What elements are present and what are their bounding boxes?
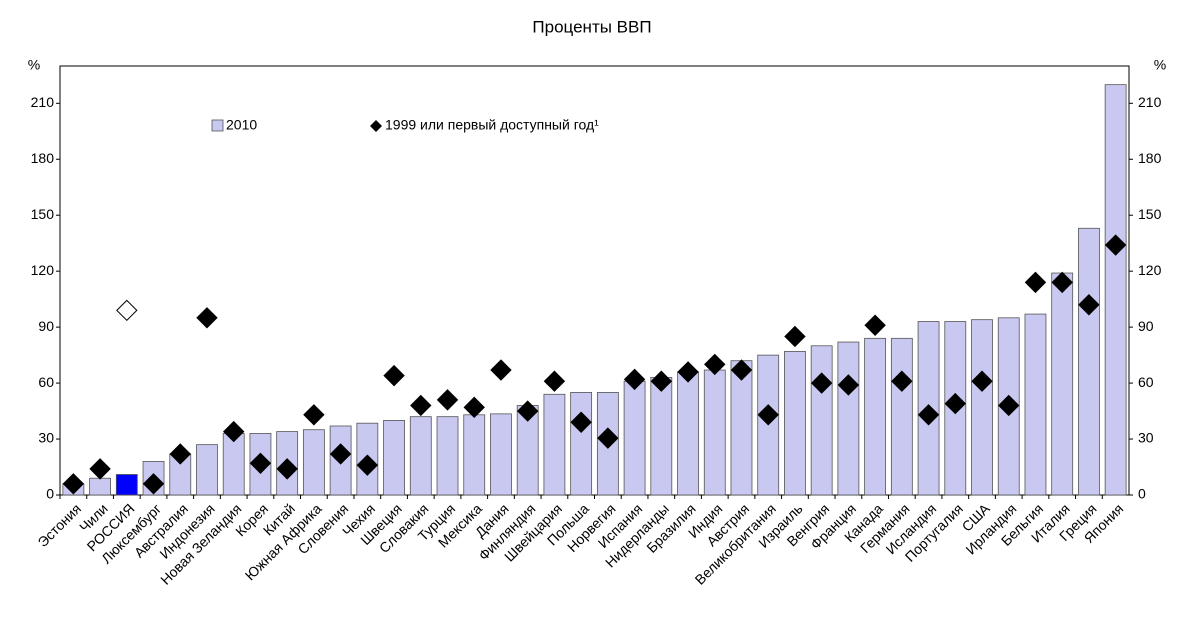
y2-tick-label: 60 bbox=[1138, 374, 1154, 390]
diamond-marker bbox=[891, 370, 913, 392]
diamond-marker bbox=[196, 307, 218, 329]
diamond-marker bbox=[650, 370, 673, 392]
bar bbox=[810, 345, 833, 496]
bar bbox=[543, 393, 566, 496]
bar bbox=[1051, 272, 1074, 496]
diamond-marker bbox=[516, 400, 539, 422]
y-tick-label: 60 bbox=[38, 374, 54, 390]
bar bbox=[436, 416, 459, 496]
bar bbox=[409, 416, 432, 496]
y2-tick-label: 210 bbox=[1138, 94, 1162, 110]
diamond-marker bbox=[410, 394, 432, 417]
y2-tick-label: 90 bbox=[1138, 318, 1154, 334]
diamond-marker bbox=[436, 389, 459, 411]
bar bbox=[1104, 84, 1127, 496]
diamond-marker bbox=[142, 473, 165, 495]
chart-title: Проценты ВВП bbox=[532, 17, 651, 36]
bar bbox=[463, 414, 486, 496]
y-unit-left: % bbox=[28, 57, 40, 73]
y-tick-label: 90 bbox=[38, 318, 54, 334]
bar bbox=[490, 413, 512, 496]
bar bbox=[115, 474, 138, 496]
diamond-marker bbox=[704, 353, 726, 376]
diamond-marker bbox=[1051, 271, 1073, 294]
bar bbox=[222, 433, 245, 496]
legend-swatch bbox=[211, 119, 224, 132]
diamond-marker bbox=[116, 299, 138, 322]
diamond-marker bbox=[276, 458, 298, 480]
diamond-marker bbox=[677, 361, 699, 383]
diamond-marker bbox=[998, 394, 1020, 417]
y2-tick-label: 0 bbox=[1138, 486, 1146, 502]
diamond-marker bbox=[917, 404, 940, 426]
diamond-marker bbox=[597, 427, 619, 449]
bar bbox=[890, 337, 913, 496]
bar bbox=[650, 377, 673, 496]
legend-label: 1999 или первый доступный год¹ bbox=[385, 117, 599, 133]
y2-tick-label: 120 bbox=[1138, 262, 1162, 278]
diamond-marker bbox=[303, 404, 325, 426]
bar bbox=[730, 360, 753, 496]
bar bbox=[383, 419, 405, 496]
bar bbox=[570, 392, 593, 496]
y-tick-label: 120 bbox=[31, 262, 55, 278]
bar bbox=[703, 369, 726, 496]
bar bbox=[196, 444, 218, 496]
diamond-marker bbox=[730, 359, 753, 381]
legend-swatch bbox=[370, 120, 382, 132]
diamond-marker bbox=[249, 452, 272, 474]
diamond-marker bbox=[570, 411, 592, 433]
diamond-marker bbox=[329, 443, 352, 465]
y2-tick-label: 180 bbox=[1138, 150, 1162, 166]
diamond-marker bbox=[864, 314, 886, 336]
y-unit-right: % bbox=[1154, 57, 1166, 73]
bar bbox=[864, 337, 887, 496]
bar bbox=[1024, 313, 1047, 496]
diamond-marker bbox=[971, 370, 993, 392]
diamond-marker bbox=[784, 325, 806, 348]
diamond-marker bbox=[356, 454, 379, 476]
diamond-marker bbox=[757, 404, 779, 426]
bar bbox=[677, 371, 699, 496]
y2-tick-label: 30 bbox=[1138, 430, 1154, 446]
diamond-marker bbox=[623, 368, 646, 391]
diamond-marker bbox=[463, 396, 485, 419]
y2-tick-label: 150 bbox=[1138, 206, 1162, 222]
bar bbox=[302, 429, 325, 496]
diamond-marker bbox=[169, 443, 191, 465]
diamond-marker bbox=[543, 370, 566, 392]
bar bbox=[784, 350, 806, 496]
diamond-marker bbox=[810, 372, 833, 394]
bar bbox=[971, 319, 993, 496]
bar bbox=[837, 341, 860, 496]
bar bbox=[1078, 227, 1100, 496]
y-tick-label: 150 bbox=[31, 206, 55, 222]
diamond-marker bbox=[837, 374, 860, 396]
diamond-marker bbox=[1078, 294, 1100, 316]
legend-label: 2010 bbox=[226, 117, 257, 133]
diamond-marker bbox=[1104, 234, 1127, 256]
diamond-marker bbox=[223, 420, 245, 443]
y-tick-label: 30 bbox=[38, 430, 54, 446]
y-tick-label: 210 bbox=[31, 94, 55, 110]
diamond-marker bbox=[944, 392, 966, 415]
diamond-marker bbox=[62, 473, 85, 495]
diamond-marker bbox=[89, 458, 111, 480]
bar bbox=[89, 477, 111, 496]
diamond-marker bbox=[490, 359, 512, 381]
diamond-marker bbox=[383, 364, 405, 387]
y-tick-label: 0 bbox=[46, 486, 54, 502]
diamond-marker bbox=[1024, 271, 1047, 294]
y-tick-label: 180 bbox=[31, 150, 55, 166]
bar bbox=[623, 380, 646, 496]
